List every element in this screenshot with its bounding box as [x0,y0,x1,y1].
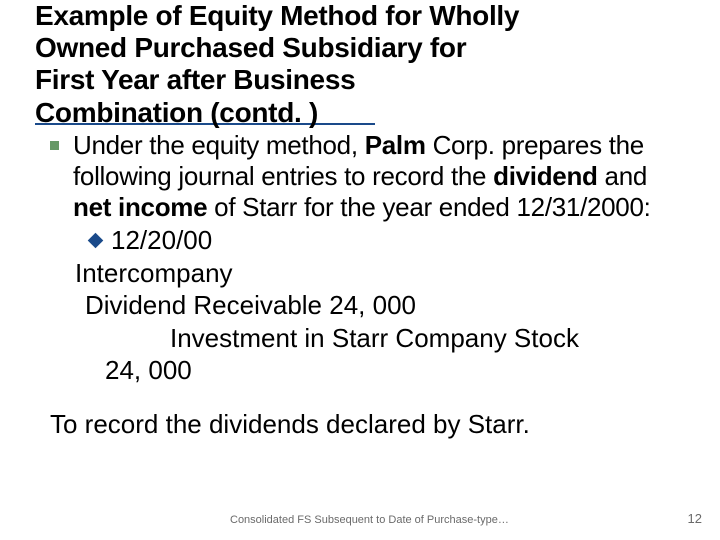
slide-title-line: First Year after Business [35,64,690,96]
bold-span: net income [73,192,207,222]
journal-entry-line: Investment in Starr Company Stock [170,322,680,355]
journal-entry-line: Intercompany [75,257,680,290]
bullet-item: Under the equity method, Palm Corp. prep… [50,130,680,224]
closing-note: To record the dividends declared by Star… [50,409,720,440]
slide-title-block: Example of Equity Method for Wholly Owne… [0,0,720,125]
slide-title-line: Owned Purchased Subsidiary for [35,32,690,64]
sub-bullet-item: 12/20/00 [90,225,680,256]
body-paragraph: Under the equity method, Palm Corp. prep… [73,130,680,224]
footer-caption: Consolidated FS Subsequent to Date of Pu… [230,514,509,526]
bold-span: Palm [365,130,426,160]
square-bullet-icon [50,141,59,150]
diamond-bullet-icon [88,233,104,249]
text-span: Under the equity method, [73,130,365,160]
bold-span: dividend [493,161,598,191]
journal-entry-line: 24, 000 [105,354,680,387]
text-span: of Starr for the year ended 12/31/2000: [207,192,650,222]
journal-entry-line: Dividend Receivable 24, 000 [85,289,680,322]
slide-body: Under the equity method, Palm Corp. prep… [0,125,720,387]
page-number: 12 [688,511,702,526]
text-span: and [598,161,647,191]
slide-title-line: Example of Equity Method for Wholly [35,0,690,32]
date-label: 12/20/00 [111,225,212,256]
